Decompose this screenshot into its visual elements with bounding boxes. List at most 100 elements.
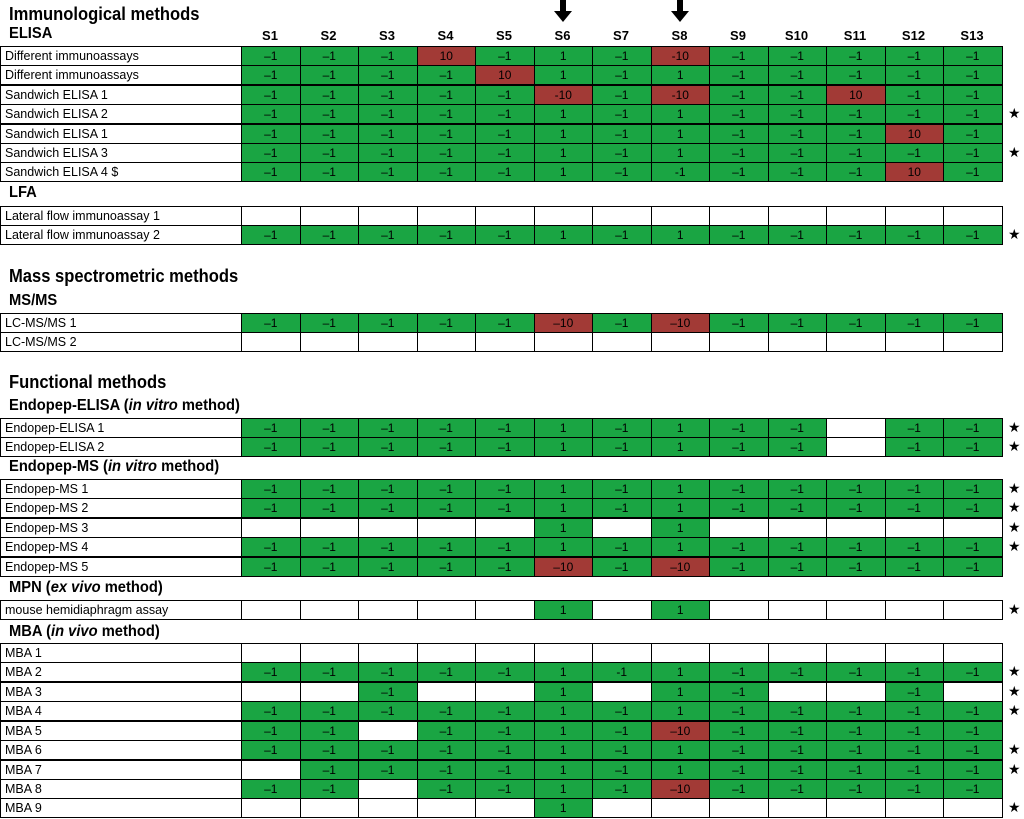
- result-cell: –1: [767, 701, 827, 721]
- result-cell: –1: [826, 479, 886, 499]
- method-label: MBA 5: [0, 721, 244, 741]
- result-cell: [533, 206, 593, 226]
- result-cell: –1: [767, 46, 827, 66]
- result-cell: –1: [299, 498, 359, 518]
- result-cell: –1: [767, 721, 827, 741]
- result-cell: –1: [475, 740, 535, 760]
- result-cell: –1: [299, 740, 359, 760]
- result-cell: [299, 332, 359, 352]
- result-cell: [709, 600, 769, 620]
- result-cell: [592, 643, 652, 663]
- result-cell: [709, 206, 769, 226]
- method-label: Lateral flow immunoassay 1: [0, 206, 244, 226]
- result-cell: –1: [884, 418, 944, 438]
- star-icon: ★: [1008, 683, 1021, 699]
- result-cell: –1: [592, 740, 652, 760]
- result-cell: –1: [416, 701, 476, 721]
- result-cell: –1: [592, 760, 652, 780]
- method-label: MBA 8: [0, 779, 244, 799]
- result-cell: –1: [299, 46, 359, 66]
- result-cell: [358, 643, 418, 663]
- result-cell: [592, 518, 652, 538]
- result-cell: –1: [475, 701, 535, 721]
- result-cell: –1: [709, 662, 769, 682]
- method-label: mouse hemidiaphragm assay: [0, 600, 244, 620]
- result-cell: –1: [241, 779, 301, 799]
- result-cell: –1: [826, 225, 886, 245]
- result-cell: –1: [475, 437, 535, 457]
- result-cell: [358, 779, 418, 799]
- result-cell: 1: [533, 537, 593, 557]
- result-cell: [884, 332, 944, 352]
- result-cell: –1: [709, 537, 769, 557]
- result-cell: –1: [299, 537, 359, 557]
- heading-mpn: MPN (ex vivo method): [9, 579, 163, 596]
- result-cell: –1: [592, 418, 652, 438]
- method-label: Endopep-MS 4: [0, 537, 244, 557]
- star-icon: ★: [1008, 226, 1021, 242]
- result-cell: –1: [241, 557, 301, 577]
- method-label: MBA 3: [0, 682, 244, 702]
- result-cell: –1: [299, 701, 359, 721]
- result-cell: [826, 418, 886, 438]
- result-cell: –1: [475, 779, 535, 799]
- result-cell: –1: [475, 721, 535, 741]
- result-cell: –1: [241, 701, 301, 721]
- result-cell: –1: [884, 701, 944, 721]
- result-cell: –1: [884, 557, 944, 577]
- result-cell: –1: [826, 162, 886, 182]
- method-label: Endopep-ELISA 2: [0, 437, 244, 457]
- result-cell: –1: [767, 437, 827, 457]
- result-cell: 10: [884, 124, 944, 144]
- method-label: Endopep-MS 3: [0, 518, 244, 538]
- column-header-s7: S7: [613, 28, 629, 43]
- star-icon: ★: [1008, 419, 1021, 435]
- result-cell: –1: [943, 65, 1003, 85]
- section-functional: Functional methods: [9, 372, 167, 392]
- result-cell: [475, 332, 535, 352]
- star-icon: ★: [1008, 519, 1021, 535]
- result-cell: [767, 332, 827, 352]
- result-cell: [475, 798, 535, 818]
- result-cell: [358, 518, 418, 538]
- result-cell: –1: [767, 498, 827, 518]
- column-header-s8: S8: [671, 28, 688, 43]
- result-cell: –1: [709, 65, 769, 85]
- result-cell: –1: [767, 65, 827, 85]
- result-cell: [943, 682, 1003, 702]
- result-cell: 1: [533, 721, 593, 741]
- result-cell: [241, 206, 301, 226]
- result-cell: –1: [767, 418, 827, 438]
- method-label: Lateral flow immunoassay 2: [0, 225, 244, 245]
- result-cell: [416, 682, 476, 702]
- column-header-s4: S4: [437, 28, 454, 43]
- result-cell: –1: [299, 760, 359, 780]
- result-cell: [767, 600, 827, 620]
- result-cell: –1: [416, 437, 476, 457]
- result-cell: –1: [767, 662, 827, 682]
- result-cell: –1: [884, 682, 944, 702]
- result-cell: –1: [475, 225, 535, 245]
- result-cell: –1: [826, 760, 886, 780]
- result-cell: –1: [826, 740, 886, 760]
- result-cell: –1: [416, 104, 476, 124]
- result-cell: –1: [943, 760, 1003, 780]
- result-cell: –1: [709, 124, 769, 144]
- result-cell: –1: [826, 65, 886, 85]
- result-cell: –1: [241, 418, 301, 438]
- result-cell: –1: [884, 143, 944, 163]
- result-cell: [533, 643, 593, 663]
- result-cell: [475, 682, 535, 702]
- result-cell: 1: [650, 124, 710, 144]
- result-cell: [767, 518, 827, 538]
- result-cell: [358, 332, 418, 352]
- result-cell: [416, 643, 476, 663]
- result-cell: –1: [884, 85, 944, 105]
- result-cell: –1: [299, 662, 359, 682]
- result-cell: [826, 437, 886, 457]
- method-label: Sandwich ELISA 3: [0, 143, 244, 163]
- result-cell: 1: [533, 701, 593, 721]
- result-cell: –1: [767, 537, 827, 557]
- result-cell: [533, 332, 593, 352]
- result-cell: –1: [592, 124, 652, 144]
